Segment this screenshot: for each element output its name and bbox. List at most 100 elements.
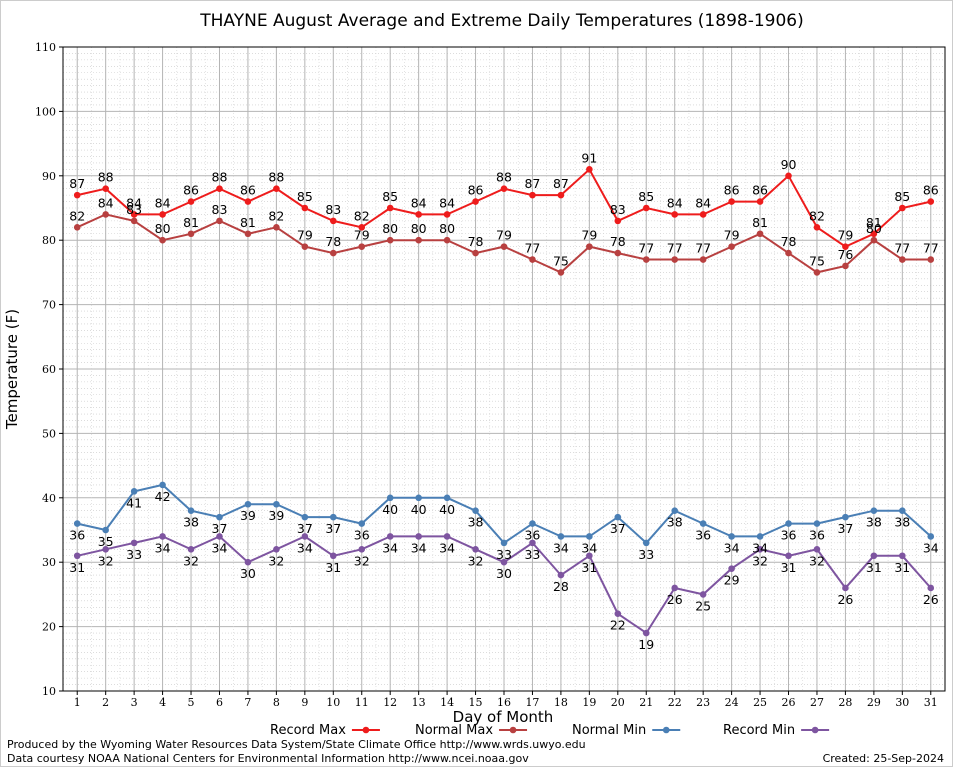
- data-label-record-min: 26: [667, 592, 683, 607]
- legend-marker-record-max: [362, 726, 370, 734]
- data-label-record-min: 31: [894, 560, 910, 575]
- data-point-record-min: [358, 546, 366, 553]
- data-point-normal-min: [273, 500, 280, 508]
- data-label-normal-min: 36: [354, 528, 370, 543]
- data-point-record-min: [614, 610, 622, 618]
- data-label-normal-min: 42: [155, 489, 171, 504]
- y-tick-label: 10: [42, 685, 56, 698]
- data-point-record-min: [927, 584, 935, 592]
- data-label-normal-max: 83: [212, 202, 228, 217]
- x-tick-label: 21: [639, 696, 653, 709]
- data-point-normal-min: [756, 533, 764, 540]
- data-point-normal-max: [216, 217, 223, 225]
- data-point-record-max: [329, 217, 337, 225]
- data-label-normal-max: 78: [325, 234, 341, 249]
- data-point-normal-max: [244, 230, 252, 238]
- data-point-record-min: [870, 552, 878, 560]
- data-label-record-max: 86: [240, 183, 256, 198]
- data-label-record-min: 26: [837, 592, 853, 607]
- data-point-record-min: [671, 584, 679, 592]
- data-point-record-max: [756, 198, 764, 205]
- data-point-record-max: [529, 191, 536, 199]
- data-point-normal-max: [102, 211, 109, 218]
- data-label-normal-max: 84: [98, 195, 114, 210]
- x-tick-label: 2: [102, 696, 109, 709]
- data-label-record-min: 32: [809, 553, 825, 568]
- data-point-record-min: [756, 546, 764, 553]
- data-point-record-max: [813, 224, 821, 231]
- data-label-normal-max: 79: [496, 228, 512, 243]
- data-point-normal-max: [728, 243, 735, 250]
- data-point-record-min: [557, 571, 565, 579]
- data-label-normal-min: 35: [98, 534, 114, 549]
- data-point-normal-max: [586, 243, 593, 250]
- data-point-normal-max: [927, 256, 935, 263]
- data-point-record-max: [586, 166, 593, 173]
- data-point-record-min: [899, 552, 906, 560]
- data-label-normal-min: 37: [837, 521, 853, 536]
- data-label-record-min: 32: [268, 553, 284, 568]
- data-label-record-min: 32: [354, 553, 370, 568]
- data-label-record-min: 34: [411, 540, 427, 555]
- data-label-record-max: 88: [268, 170, 284, 185]
- data-label-normal-max: 75: [809, 253, 825, 268]
- data-point-record-min: [102, 546, 109, 553]
- data-point-normal-min: [529, 520, 536, 527]
- data-label-record-min: 31: [781, 560, 797, 575]
- x-tick-label: 17: [525, 696, 539, 709]
- data-label-normal-min: 41: [126, 495, 142, 510]
- footer-produced-by: Produced by the Wyoming Water Resources …: [7, 738, 586, 751]
- data-point-normal-min: [557, 533, 565, 540]
- data-label-record-max: 85: [382, 189, 398, 204]
- data-point-record-min: [642, 629, 650, 637]
- data-label-record-min: 32: [183, 553, 199, 568]
- data-label-record-min: 31: [325, 560, 341, 575]
- data-point-record-max: [187, 198, 195, 205]
- data-label-normal-max: 81: [752, 215, 768, 230]
- data-point-record-max: [301, 204, 309, 212]
- data-point-normal-min: [614, 513, 622, 521]
- data-label-normal-max: 80: [866, 221, 882, 236]
- data-label-normal-min: 34: [581, 540, 597, 555]
- data-label-record-max: 84: [695, 195, 711, 210]
- data-label-normal-max: 77: [638, 241, 654, 256]
- data-point-record-max: [216, 185, 223, 192]
- data-point-normal-min: [358, 520, 366, 527]
- data-point-normal-min: [870, 507, 878, 514]
- y-axis-label: Temperature (F): [3, 309, 21, 430]
- data-point-normal-max: [842, 262, 849, 270]
- y-tick-label: 100: [35, 105, 56, 118]
- data-label-record-max: 90: [781, 157, 797, 172]
- data-point-record-min: [472, 546, 479, 553]
- y-tick-label: 90: [42, 170, 56, 183]
- x-tick-label: 11: [355, 696, 369, 709]
- y-tick-label: 30: [42, 556, 56, 569]
- data-label-record-max: 84: [439, 195, 455, 210]
- data-point-record-min: [329, 552, 337, 560]
- data-point-record-max: [472, 198, 479, 205]
- data-point-normal-min: [329, 513, 337, 521]
- data-point-normal-min: [73, 520, 81, 527]
- data-label-normal-max: 77: [667, 241, 683, 256]
- data-label-normal-min: 36: [781, 528, 797, 543]
- data-point-normal-min: [159, 481, 166, 489]
- data-point-normal-min: [927, 533, 935, 540]
- data-label-normal-max: 80: [155, 221, 171, 236]
- data-label-record-min: 34: [297, 540, 313, 555]
- data-point-normal-max: [642, 256, 650, 263]
- data-point-normal-min: [472, 507, 479, 514]
- y-tick-label: 50: [42, 427, 56, 440]
- data-point-record-min: [785, 552, 792, 560]
- data-label-normal-min: 40: [439, 502, 455, 517]
- chart-title: THAYNE August Average and Extreme Daily …: [199, 11, 803, 31]
- data-label-record-max: 87: [69, 176, 85, 191]
- data-label-record-min: 32: [468, 553, 484, 568]
- data-point-record-max: [927, 198, 935, 205]
- data-point-record-max: [642, 204, 650, 212]
- data-point-record-max: [130, 211, 138, 218]
- data-point-normal-min: [785, 520, 792, 527]
- x-tick-label: 7: [244, 696, 251, 709]
- data-point-normal-min: [842, 513, 849, 521]
- data-point-record-max: [386, 204, 394, 212]
